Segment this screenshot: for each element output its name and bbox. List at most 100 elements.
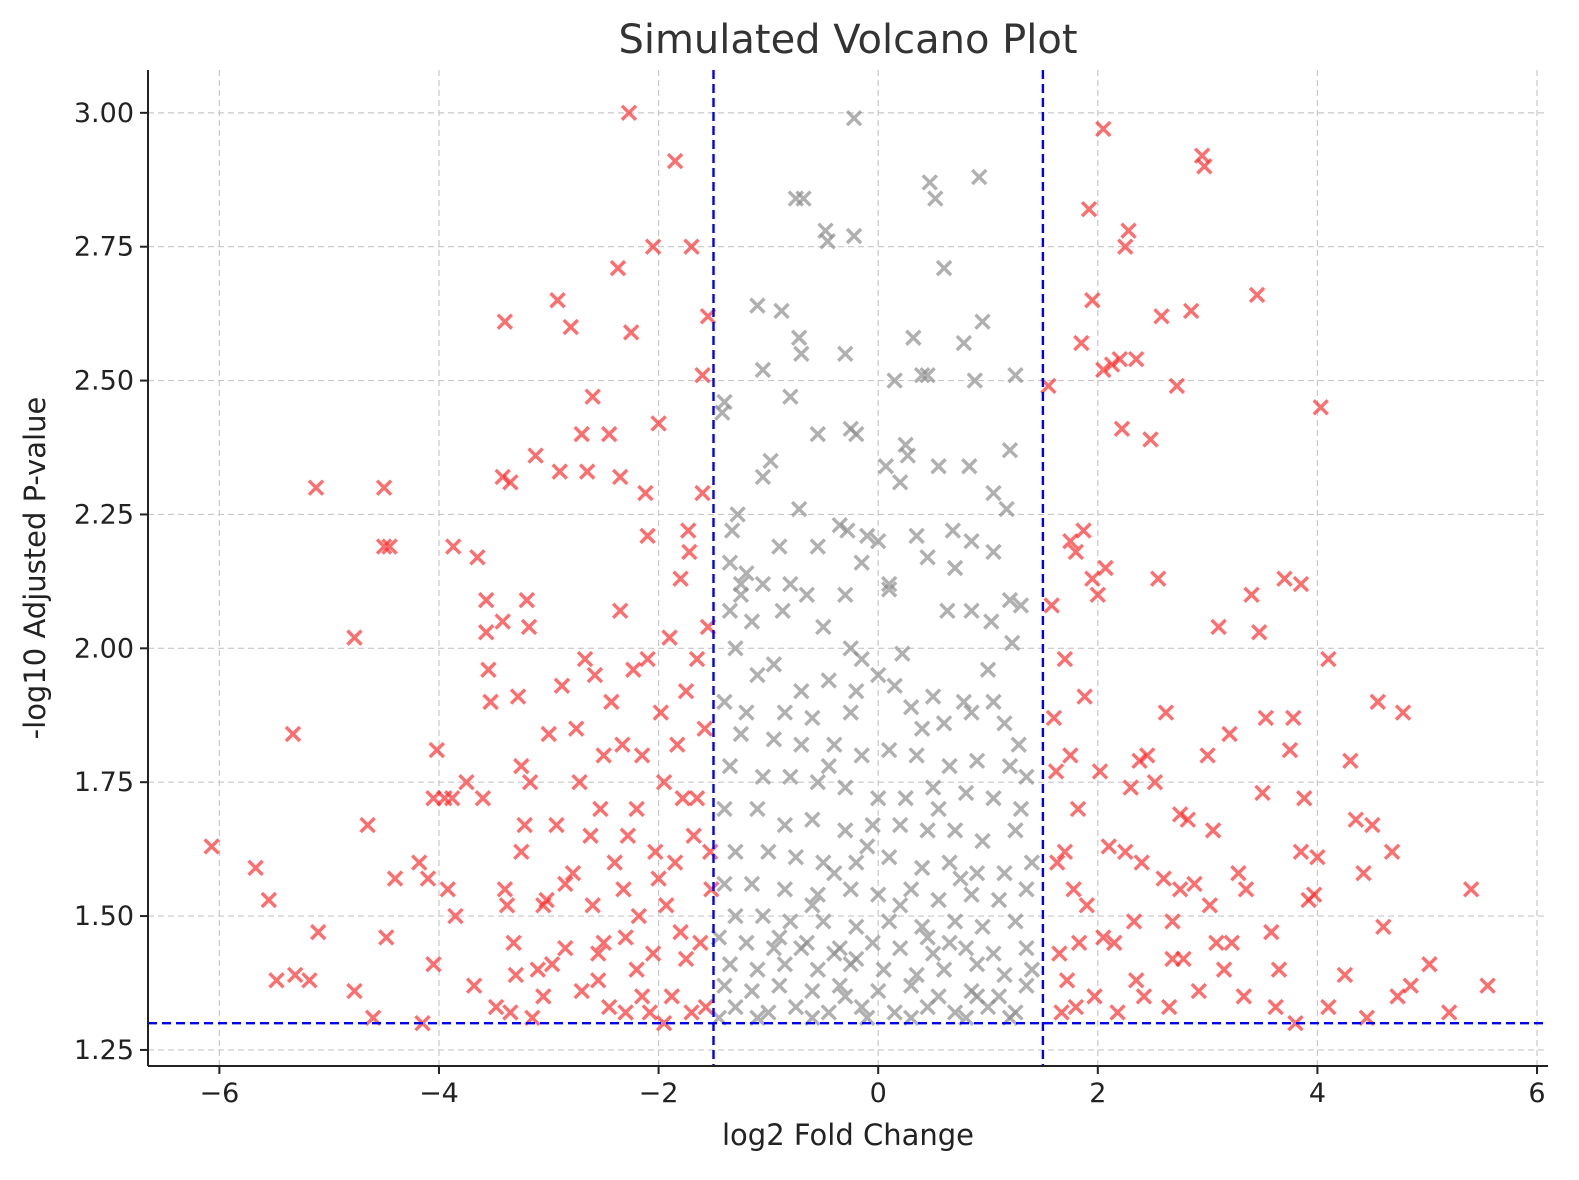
point-significant-252 <box>1095 929 1112 946</box>
point-not_significant-143 <box>776 881 794 898</box>
point-significant-247 <box>1320 998 1337 1016</box>
point-not_significant-113 <box>869 790 887 807</box>
point-significant-178 <box>1117 238 1134 255</box>
point-not_significant-46 <box>859 527 876 545</box>
point-not_significant-131 <box>760 843 777 861</box>
point-significant-125 <box>703 881 720 898</box>
point-significant-51 <box>518 591 536 609</box>
point-not_significant-66 <box>798 586 816 603</box>
point-significant-170 <box>1095 361 1112 379</box>
point-not_significant-90 <box>804 709 821 727</box>
point-significant-174 <box>1106 934 1123 952</box>
point-significant-175 <box>1109 1004 1126 1021</box>
point-significant-124 <box>701 843 719 861</box>
point-not_significant-221 <box>804 897 821 914</box>
point-significant-162 <box>1078 897 1096 914</box>
point-significant-68 <box>568 720 585 737</box>
point-not_significant-138 <box>968 865 986 882</box>
point-significant-86 <box>614 736 631 753</box>
point-not_significant-224 <box>930 800 947 818</box>
point-significant-50 <box>516 816 533 834</box>
x-axis-label: log2 Fold Change <box>722 1118 974 1152</box>
point-not_significant-10 <box>749 297 766 314</box>
point-not_significant-115 <box>924 779 942 796</box>
point-not_significant-129 <box>1007 822 1024 839</box>
point-significant-191 <box>1155 870 1172 887</box>
point-significant-129 <box>683 1004 700 1021</box>
point-not_significant-80 <box>765 656 783 673</box>
point-significant-13 <box>375 479 393 496</box>
point-significant-207 <box>1208 934 1225 952</box>
point-significant-7 <box>307 479 325 496</box>
point-not_significant-52 <box>809 538 827 555</box>
point-significant-128 <box>655 1014 673 1032</box>
point-significant-190 <box>1153 308 1170 325</box>
point-not_significant-111 <box>809 773 827 791</box>
point-not_significant-62 <box>1001 591 1019 609</box>
y-tick-label-0: 1.25 <box>74 1035 134 1066</box>
point-significant-145 <box>1043 597 1060 614</box>
chart-title: Simulated Volcano Plot <box>618 17 1077 63</box>
point-not_significant-14 <box>790 329 808 346</box>
point-not_significant-194 <box>1018 977 1035 994</box>
axes <box>147 70 1548 1067</box>
point-significant-166 <box>1086 988 1103 1005</box>
point-not_significant-29 <box>848 425 865 443</box>
point-significant-192 <box>1157 704 1175 721</box>
point-significant-77 <box>589 945 607 962</box>
point-significant-210 <box>1221 725 1238 743</box>
point-significant-82 <box>606 854 623 871</box>
point-not_significant-228 <box>721 554 739 571</box>
point-not_significant-126 <box>919 822 936 839</box>
point-not_significant-139 <box>996 865 1013 882</box>
point-not_significant-128 <box>974 832 991 850</box>
point-significant-52 <box>520 618 538 636</box>
point-significant-241 <box>1402 977 1419 994</box>
point-significant-34 <box>477 624 495 641</box>
point-significant-201 <box>1190 982 1208 1000</box>
point-not_significant-83 <box>886 677 903 695</box>
point-significant-118 <box>694 367 711 384</box>
point-not_significant-117 <box>985 790 1002 807</box>
point-significant-130 <box>672 923 689 941</box>
point-not_significant-102 <box>880 741 898 759</box>
point-not_significant-91 <box>842 704 859 721</box>
point-significant-42 <box>498 897 516 914</box>
point-not_significant-148 <box>930 891 947 909</box>
y-tick-label-5: 2.50 <box>74 366 134 397</box>
point-not_significant-18 <box>837 345 854 363</box>
point-not_significant-75 <box>853 650 870 668</box>
point-significant-243 <box>1440 1004 1458 1021</box>
point-significant-177 <box>1113 420 1131 437</box>
point-not_significant-71 <box>774 602 791 620</box>
point-significant-171 <box>1097 559 1114 577</box>
point-not_significant-97 <box>732 725 750 743</box>
point-significant-4 <box>284 725 302 743</box>
point-significant-29 <box>458 773 475 791</box>
point-significant-168 <box>1091 763 1109 780</box>
point-not_significant-151 <box>1018 881 1035 898</box>
point-not_significant-47 <box>869 533 887 550</box>
point-significant-193 <box>1160 998 1178 1016</box>
point-significant-169 <box>1095 120 1112 138</box>
point-significant-109 <box>672 570 689 587</box>
point-significant-223 <box>1287 1014 1304 1032</box>
point-significant-238 <box>1383 843 1401 861</box>
point-not_significant-23 <box>1007 367 1024 384</box>
point-not_significant-188 <box>837 988 854 1005</box>
point-significant-146 <box>1045 709 1063 727</box>
point-significant-258 <box>1292 843 1310 861</box>
point-not_significant-142 <box>743 875 761 893</box>
series-significant <box>203 104 1496 1032</box>
point-not_significant-122 <box>804 811 821 828</box>
point-not_significant-226 <box>913 720 931 737</box>
point-significant-37 <box>487 998 505 1016</box>
point-not_significant-160 <box>974 918 991 935</box>
x-tick-label-6: 6 <box>1528 1078 1545 1109</box>
point-significant-199 <box>1182 302 1200 320</box>
point-not_significant-27 <box>809 425 827 443</box>
point-significant-10 <box>346 982 363 1000</box>
point-significant-186 <box>1139 747 1156 764</box>
point-not_significant-45 <box>831 516 848 534</box>
point-not_significant-217 <box>771 929 788 946</box>
